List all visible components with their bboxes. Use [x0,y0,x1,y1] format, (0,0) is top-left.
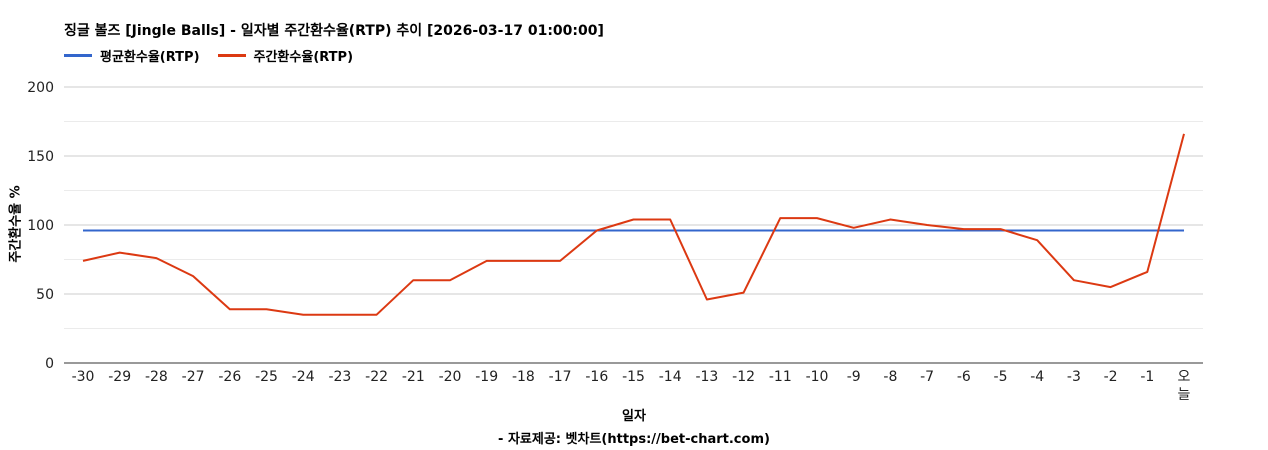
x-tick-label: -14 [659,369,682,385]
x-tick-label: -13 [695,369,718,385]
x-tick-label: -6 [957,369,971,385]
x-tick-label: -15 [622,369,645,385]
legend-label-average: 평균환수율(RTP) [100,50,200,65]
x-tick-label: -28 [145,369,168,385]
chart-title: 징글 볼즈 [Jingle Balls] - 일자별 주간환수율(RTP) 추이… [64,23,604,39]
x-tick-label: -5 [994,369,1008,385]
x-tick-label: -24 [292,369,315,385]
x-tick-label: -20 [439,369,462,385]
y-tick-label: 50 [36,287,54,303]
x-tick-label: -25 [255,369,278,385]
x-tick-label: -27 [182,369,205,385]
legend-item-average[interactable]: 평균환수율(RTP) [64,46,200,65]
y-tick-label: 100 [27,218,54,234]
x-tick-label: -9 [847,369,861,385]
x-tick-label: -18 [512,369,535,385]
x-tick-label: -12 [732,369,755,385]
x-tick-label: -4 [1030,369,1044,385]
legend-swatch-weekly [217,54,246,57]
x-tick-label: -22 [365,369,388,385]
y-tick-label: 200 [27,80,54,96]
series-line-weekly [82,133,1185,316]
legend-item-weekly[interactable]: 주간환수율(RTP) [217,46,354,65]
x-tick-label: -19 [475,369,498,385]
x-tick-label: -17 [549,369,572,385]
x-axis-title: 일자 [622,409,646,424]
x-tick-label: -3 [1067,369,1081,385]
legend-swatch-average [64,54,92,57]
source-note: - 자료제공: 벳차트(https://bet-chart.com) [498,432,770,447]
y-tick-label: 150 [27,149,54,165]
legend-label-weekly: 주간환수율(RTP) [253,50,354,65]
x-tick-label: -23 [328,369,351,385]
x-tick-label: -7 [920,369,934,385]
x-tick-label: -11 [769,369,792,385]
x-tick-label: -26 [218,369,241,385]
x-tick-label: -16 [585,369,608,385]
x-tick-label: -21 [402,369,425,385]
x-tick-label: -2 [1104,369,1118,385]
legend: 평균환수율(RTP) 주간환수율(RTP) [64,46,371,65]
x-tick-label: -30 [72,369,95,385]
x-tick-label: -29 [108,369,131,385]
y-tick-label: 0 [45,356,54,372]
x-tick-label: -10 [806,369,829,385]
x-tick-label: -8 [883,369,897,385]
y-axis-title: 주간환수율 % [8,185,24,263]
x-tick-label: -1 [1140,369,1154,385]
